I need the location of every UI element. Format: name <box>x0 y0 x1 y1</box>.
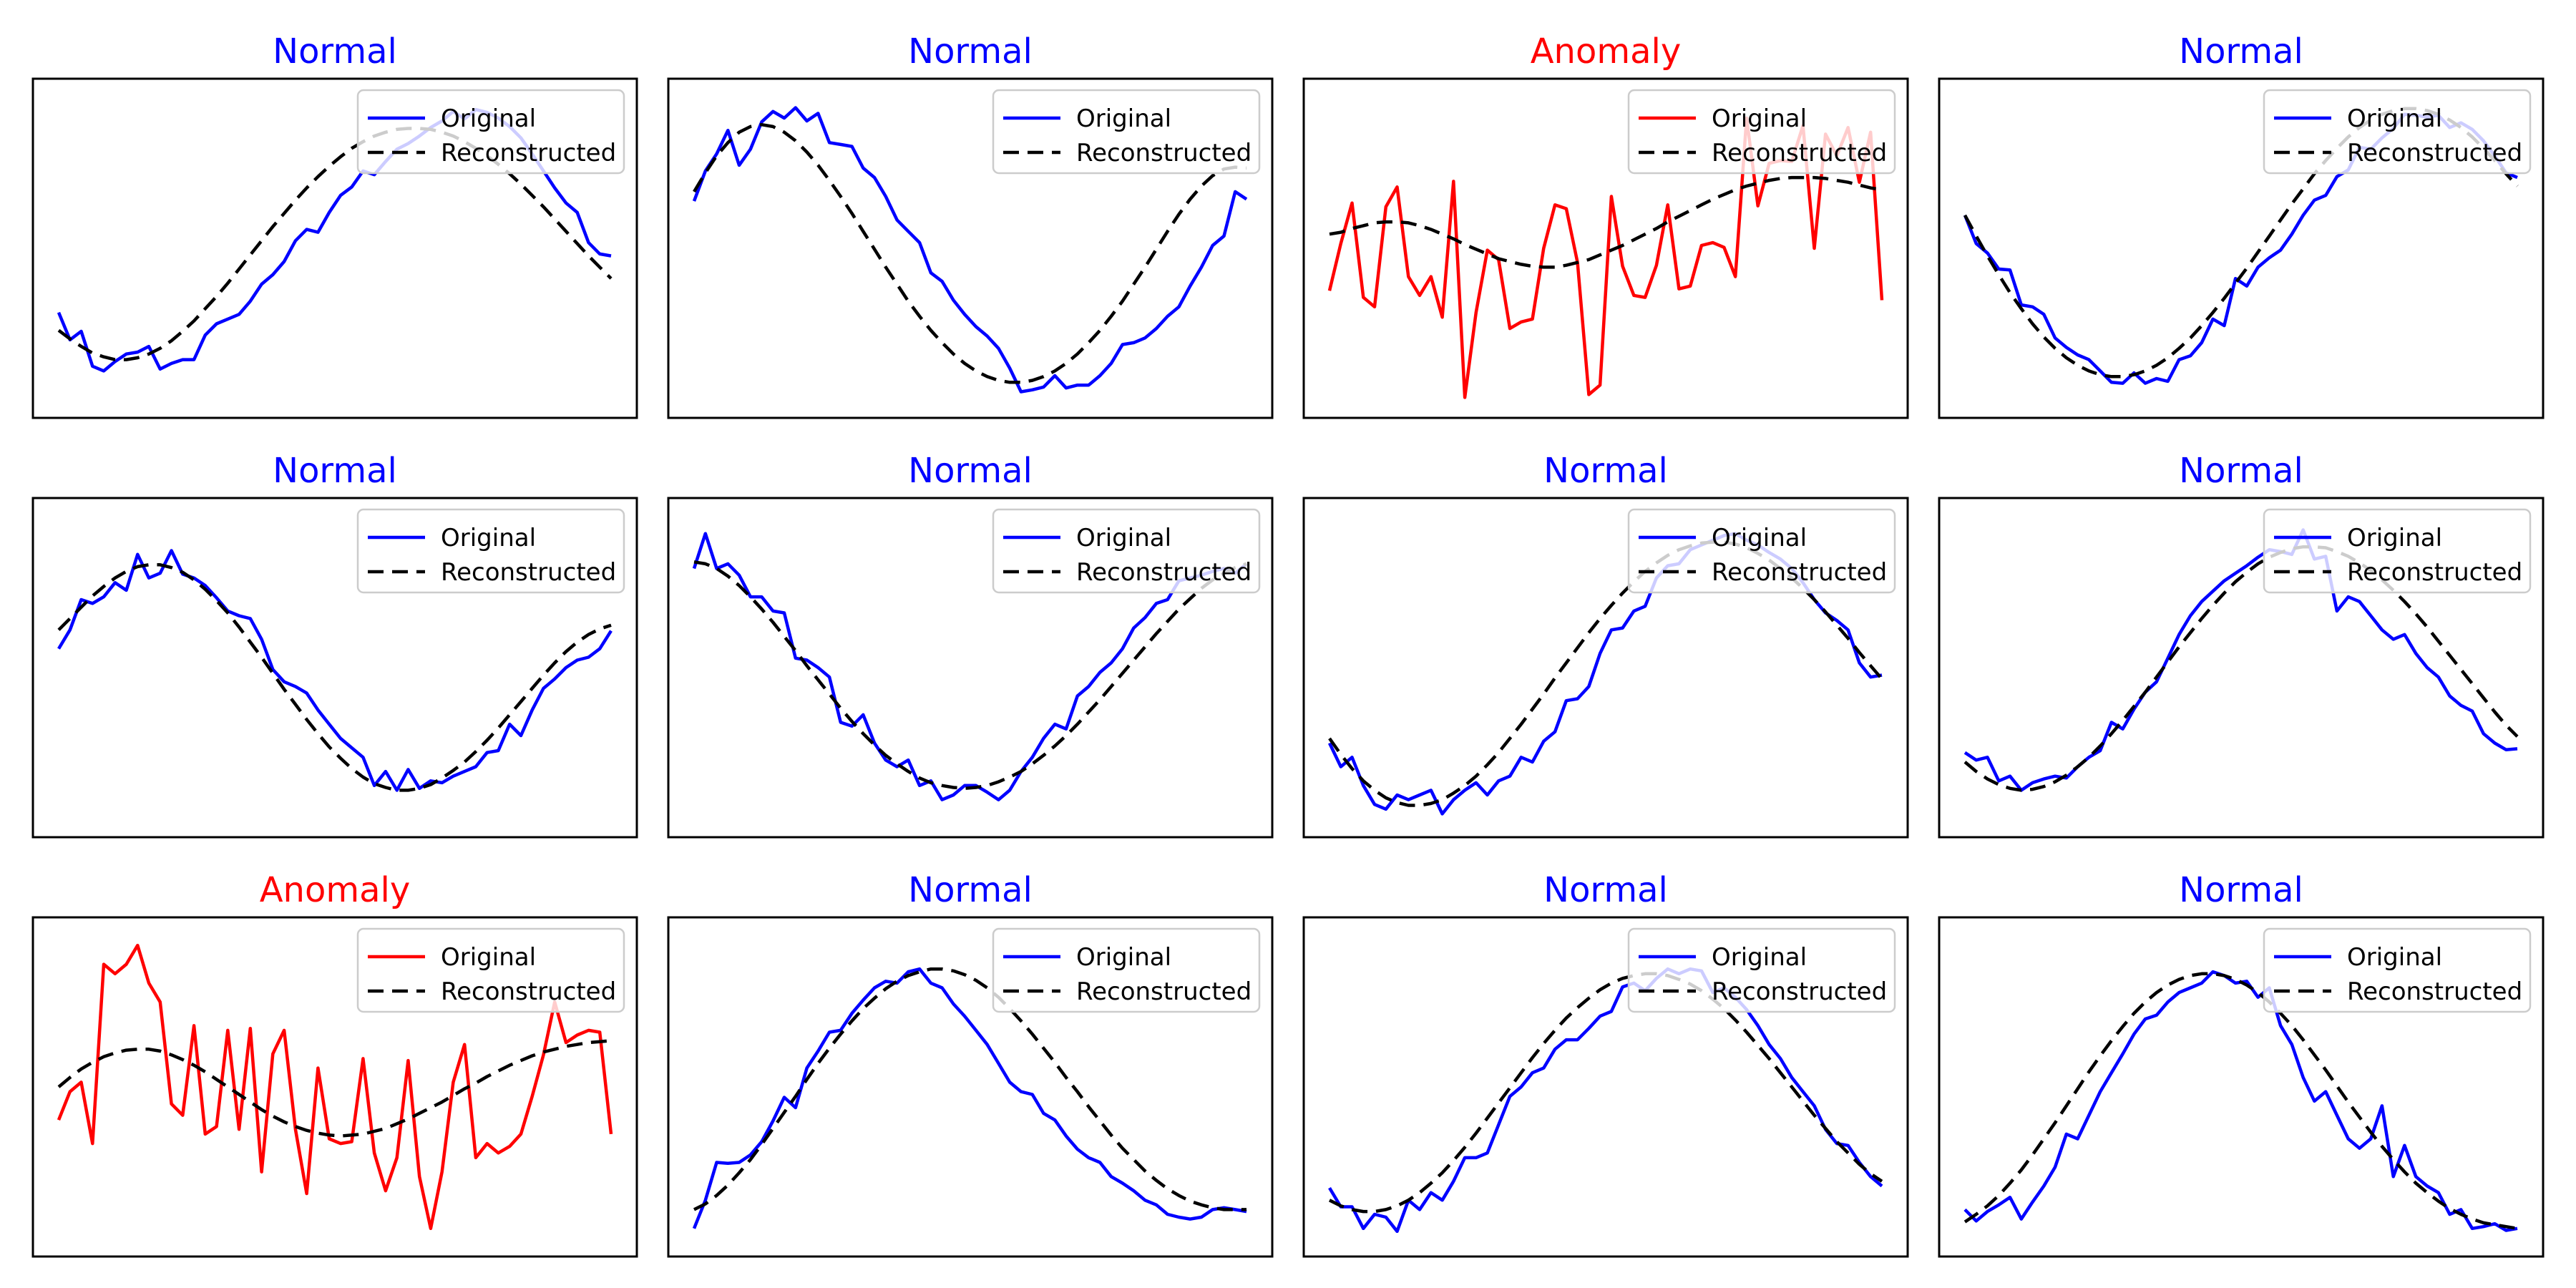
reconstructed-series-line <box>693 560 1247 791</box>
subplot-6: Normal Original Reconstructed <box>667 451 1274 839</box>
legend-reconstructed-label: Reconstructed <box>2347 139 2522 167</box>
subplot-11: Normal Original Reconstructed <box>1302 870 1909 1258</box>
reconstructed-series-line <box>1329 175 1883 269</box>
subplot-1: Normal Original Reconstructed <box>31 31 638 419</box>
reconstructed-series-line <box>1328 972 1883 1214</box>
legend-reconstructed-label: Reconstructed <box>441 977 616 1006</box>
legend: Original Reconstructed <box>1627 89 1896 175</box>
original-series-line <box>692 532 1248 801</box>
legend-original-label: Original <box>2347 104 2442 133</box>
subplot-3: Anomaly Original Reconstructed <box>1302 31 1909 419</box>
subplot-title: Normal <box>908 870 1033 910</box>
legend-original-label: Original <box>1076 943 1171 972</box>
legend-original-label: Original <box>2347 524 2442 552</box>
subplot-12: Normal Original Reconstructed <box>1938 870 2545 1258</box>
subplot-title: Normal <box>1543 870 1668 910</box>
legend-reconstructed-label: Reconstructed <box>1076 139 1252 167</box>
legend: Original Reconstructed <box>1627 927 1896 1013</box>
subplot-title: Anomaly <box>260 870 411 910</box>
legend-reconstructed-label: Reconstructed <box>1712 139 1887 167</box>
subplot-title: Anomaly <box>1531 31 1682 72</box>
legend-original-label: Original <box>1076 104 1171 133</box>
original-series-line <box>57 943 613 1231</box>
subplot-10: Normal Original Reconstructed <box>667 870 1274 1258</box>
legend: Original Reconstructed <box>2263 508 2532 594</box>
subplot-9: Anomaly Original Reconstructed <box>31 870 638 1258</box>
legend-reconstructed-label: Reconstructed <box>1076 977 1252 1006</box>
reconstructed-series-line <box>693 967 1246 1211</box>
legend: Original Reconstructed <box>356 927 625 1013</box>
subplot-4: Normal Original Reconstructed <box>1938 31 2545 419</box>
reconstructed-series-line <box>693 122 1247 384</box>
subplot-title: Normal <box>2179 31 2303 72</box>
reconstructed-series-line <box>57 1039 612 1138</box>
original-series-line <box>692 967 1247 1229</box>
subplot-title: Normal <box>1543 451 1668 491</box>
subplot-8: Normal Original Reconstructed <box>1938 451 2545 839</box>
legend-original-label: Original <box>441 943 536 972</box>
reconstructed-series-line <box>1963 972 2518 1231</box>
legend: Original Reconstructed <box>2263 89 2532 175</box>
legend-reconstructed-label: Reconstructed <box>2347 558 2522 587</box>
legend-original-label: Original <box>2347 943 2442 972</box>
legend: Original Reconstructed <box>356 508 625 594</box>
legend-reconstructed-label: Reconstructed <box>1712 977 1887 1006</box>
legend: Original Reconstructed <box>356 89 625 175</box>
legend-reconstructed-label: Reconstructed <box>441 558 616 587</box>
legend: Original Reconstructed <box>992 927 1261 1013</box>
subplot-7: Normal Original Reconstructed <box>1302 451 1909 839</box>
subplot-title: Normal <box>908 31 1033 72</box>
legend-original-label: Original <box>441 524 536 552</box>
subplot-title: Normal <box>273 451 397 491</box>
legend: Original Reconstructed <box>992 89 1261 175</box>
legend-reconstructed-label: Reconstructed <box>1076 558 1252 587</box>
legend-original-label: Original <box>1076 524 1171 552</box>
legend: Original Reconstructed <box>2263 927 2532 1013</box>
subplot-5: Normal Original Reconstructed <box>31 451 638 839</box>
original-series-line <box>57 549 613 792</box>
subplot-2: Normal Original Reconstructed <box>667 31 1274 419</box>
subplot-title: Normal <box>273 31 397 72</box>
original-series-line <box>1328 967 1883 1234</box>
legend: Original Reconstructed <box>1627 508 1896 594</box>
legend-reconstructed-label: Reconstructed <box>2347 977 2522 1006</box>
reconstructed-series-line <box>57 127 613 361</box>
legend-original-label: Original <box>1712 104 1807 133</box>
reconstructed-series-line <box>1963 545 2519 792</box>
reconstructed-series-line <box>57 563 612 792</box>
legend-reconstructed-label: Reconstructed <box>1712 558 1887 587</box>
subplot-title: Normal <box>908 451 1033 491</box>
subplot-title: Normal <box>2179 451 2303 491</box>
legend-original-label: Original <box>1712 943 1807 972</box>
legend-reconstructed-label: Reconstructed <box>441 139 616 167</box>
original-series-line <box>692 106 1248 394</box>
original-series-line <box>1963 528 2518 792</box>
legend-original-label: Original <box>441 104 536 133</box>
subplot-title: Normal <box>2179 870 2303 910</box>
legend: Original Reconstructed <box>992 508 1261 594</box>
legend-original-label: Original <box>1712 524 1807 552</box>
